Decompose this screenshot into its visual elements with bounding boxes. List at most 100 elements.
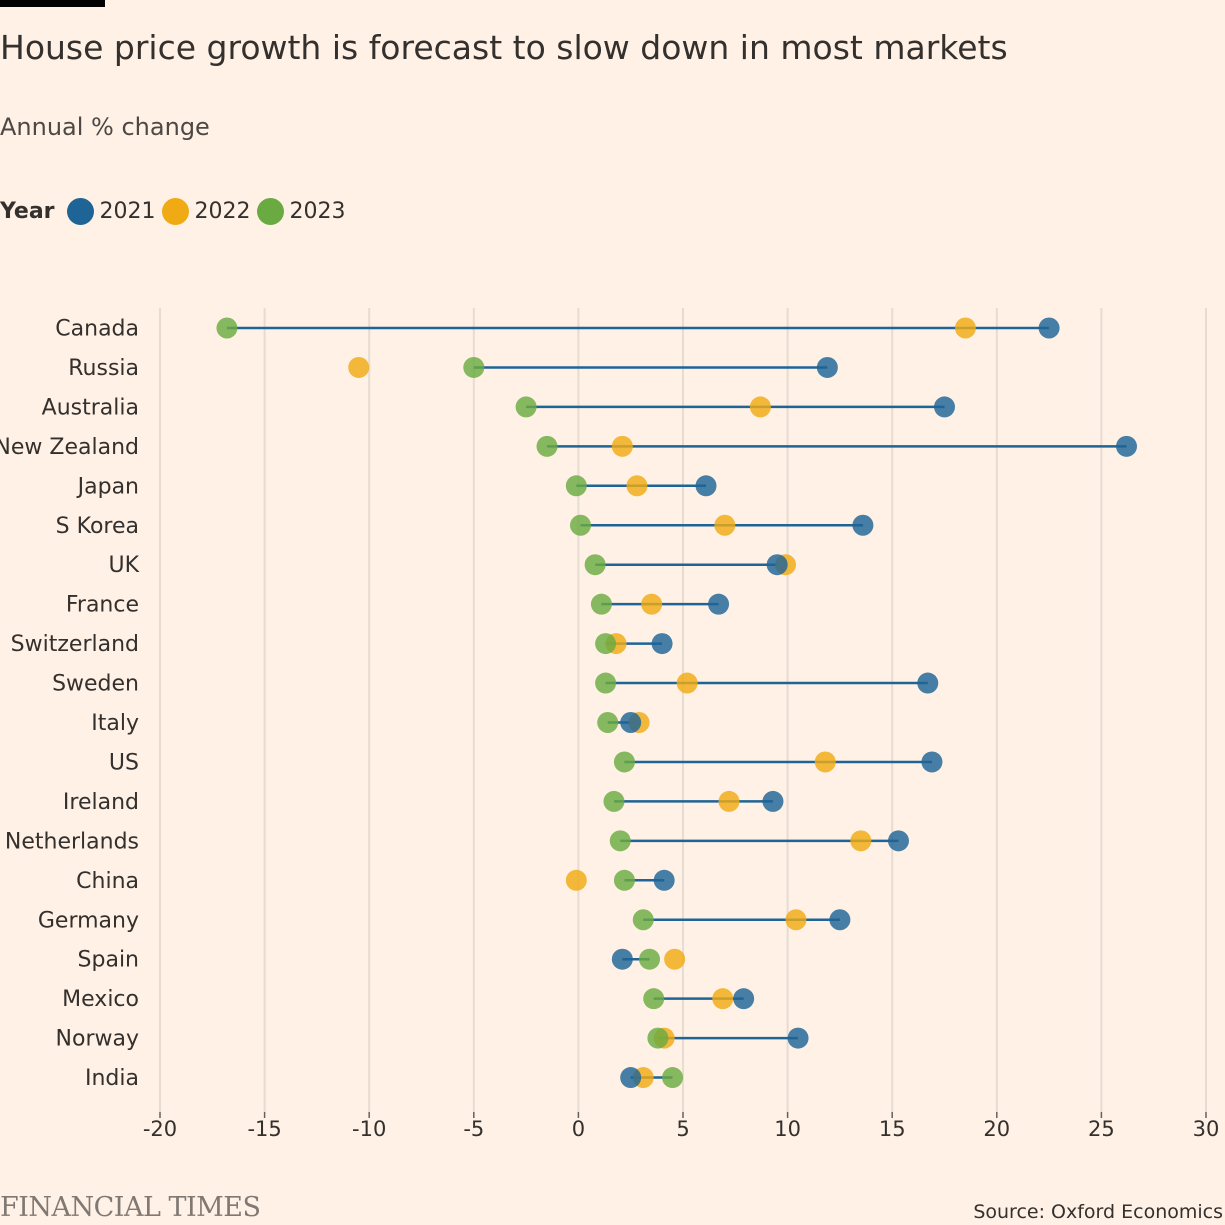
dot-2021 bbox=[852, 514, 874, 536]
x-tick-label: 20 bbox=[983, 1117, 1010, 1141]
dot-2021 bbox=[887, 830, 909, 852]
dot-2021 bbox=[620, 712, 642, 733]
dot-2023 bbox=[609, 830, 631, 852]
dot-2023 bbox=[590, 593, 612, 615]
country-label: US bbox=[109, 750, 139, 775]
dot-2021 bbox=[651, 633, 673, 655]
legend-label-2022: 2022 bbox=[194, 199, 251, 224]
x-tick-label: -20 bbox=[143, 1117, 177, 1141]
dot-2023 bbox=[603, 790, 625, 812]
x-tick-label: 25 bbox=[1088, 1117, 1115, 1141]
dot-2023 bbox=[565, 475, 587, 497]
country-label: Germany bbox=[38, 908, 139, 933]
dot-2022 bbox=[664, 948, 686, 970]
dot-2022 bbox=[954, 317, 976, 339]
dot-2022 bbox=[785, 909, 807, 931]
dot-2023 bbox=[515, 396, 537, 418]
dot-2022 bbox=[749, 396, 771, 418]
dot-2022 bbox=[565, 869, 587, 891]
country-label: Norway bbox=[56, 1027, 139, 1052]
country-label: Spain bbox=[78, 948, 139, 973]
dot-2021 bbox=[733, 988, 755, 1010]
dot-2023 bbox=[216, 317, 238, 339]
dot-2021 bbox=[816, 356, 838, 378]
x-tick-label: 15 bbox=[879, 1117, 906, 1141]
dot-2022 bbox=[814, 751, 836, 773]
country-label: India bbox=[85, 1066, 139, 1091]
source-note: Source: Oxford Economics bbox=[973, 1201, 1223, 1223]
x-tick-label: 10 bbox=[774, 1117, 801, 1141]
legend-swatch-2022 bbox=[161, 198, 189, 225]
dot-2023 bbox=[597, 712, 619, 733]
dot-2022 bbox=[712, 988, 734, 1010]
legend: Year 2021 2022 2023 bbox=[0, 198, 352, 225]
dot-2022 bbox=[676, 672, 698, 694]
dot-2023 bbox=[536, 435, 558, 457]
x-tick-label: 0 bbox=[572, 1117, 585, 1141]
country-label: China bbox=[76, 869, 139, 894]
x-tick-label: -15 bbox=[247, 1117, 281, 1141]
dot-2023 bbox=[463, 356, 485, 378]
country-label: Australia bbox=[42, 395, 139, 420]
legend-swatch-2023 bbox=[256, 198, 284, 225]
x-tick-label: 30 bbox=[1193, 1117, 1220, 1141]
legend-label-2021: 2021 bbox=[99, 199, 156, 224]
country-label: Russia bbox=[68, 356, 139, 381]
dot-2023 bbox=[613, 751, 635, 773]
dot-2023 bbox=[595, 672, 617, 694]
country-label: Sweden bbox=[52, 672, 139, 697]
dot-2023 bbox=[569, 514, 591, 536]
dot-2023 bbox=[632, 909, 654, 931]
country-label: S Korea bbox=[56, 514, 139, 539]
dot-2021 bbox=[620, 1067, 642, 1089]
dot-2023 bbox=[639, 948, 661, 970]
x-tick-label: 5 bbox=[676, 1117, 689, 1141]
dot-2021 bbox=[787, 1027, 809, 1049]
dot-2022 bbox=[641, 593, 663, 615]
country-label: Mexico bbox=[62, 987, 139, 1012]
dot-2022 bbox=[611, 435, 633, 457]
ft-logo-text: FINANCIAL TIMES bbox=[0, 1192, 261, 1223]
country-label: Japan bbox=[76, 474, 139, 499]
dot-2021 bbox=[766, 554, 788, 576]
legend-title: Year bbox=[0, 199, 55, 224]
country-label: Ireland bbox=[63, 790, 139, 815]
dot-2021 bbox=[708, 593, 730, 615]
dot-2022 bbox=[718, 790, 740, 812]
dot-2021 bbox=[1116, 435, 1138, 457]
dot-2023 bbox=[613, 869, 635, 891]
dot-2021 bbox=[611, 948, 633, 970]
country-label: Italy bbox=[91, 711, 139, 736]
chart-title: House price growth is forecast to slow d… bbox=[0, 28, 1008, 67]
dot-2021 bbox=[762, 790, 784, 812]
country-label: Netherlands bbox=[5, 829, 139, 854]
legend-item-2023: 2023 bbox=[256, 198, 346, 225]
dot-2021 bbox=[921, 751, 943, 773]
dot-2022 bbox=[714, 514, 736, 536]
country-label: France bbox=[66, 593, 139, 618]
ft-top-bar bbox=[0, 0, 105, 7]
dot-2021 bbox=[1038, 317, 1060, 339]
dot-plot-chart: -20 -15 -10 -5 0 5 10 15 20 25 30 Canada Russia Austr… bbox=[0, 308, 1220, 1141]
dot-2023 bbox=[662, 1067, 684, 1089]
dot-2021 bbox=[695, 475, 717, 497]
country-label: New Zealand bbox=[0, 435, 139, 460]
dot-2023 bbox=[647, 1027, 669, 1049]
dot-2023 bbox=[643, 988, 665, 1010]
x-tick-label: -5 bbox=[463, 1117, 484, 1141]
legend-item-2021: 2021 bbox=[66, 198, 156, 225]
dot-2022 bbox=[348, 356, 370, 378]
dot-2021 bbox=[653, 869, 675, 891]
dot-2023 bbox=[584, 554, 606, 576]
legend-label-2023: 2023 bbox=[289, 199, 346, 224]
legend-swatch-2021 bbox=[66, 198, 94, 225]
dot-2022 bbox=[850, 830, 872, 852]
country-label: Canada bbox=[55, 317, 139, 342]
x-tick-label: -10 bbox=[352, 1117, 386, 1141]
dot-2023 bbox=[595, 633, 617, 655]
chart-subtitle: Annual % change bbox=[0, 113, 210, 141]
legend-item-2022: 2022 bbox=[161, 198, 251, 225]
dot-2022 bbox=[626, 475, 648, 497]
country-label: Switzerland bbox=[11, 632, 139, 657]
country-label: UK bbox=[108, 553, 139, 578]
